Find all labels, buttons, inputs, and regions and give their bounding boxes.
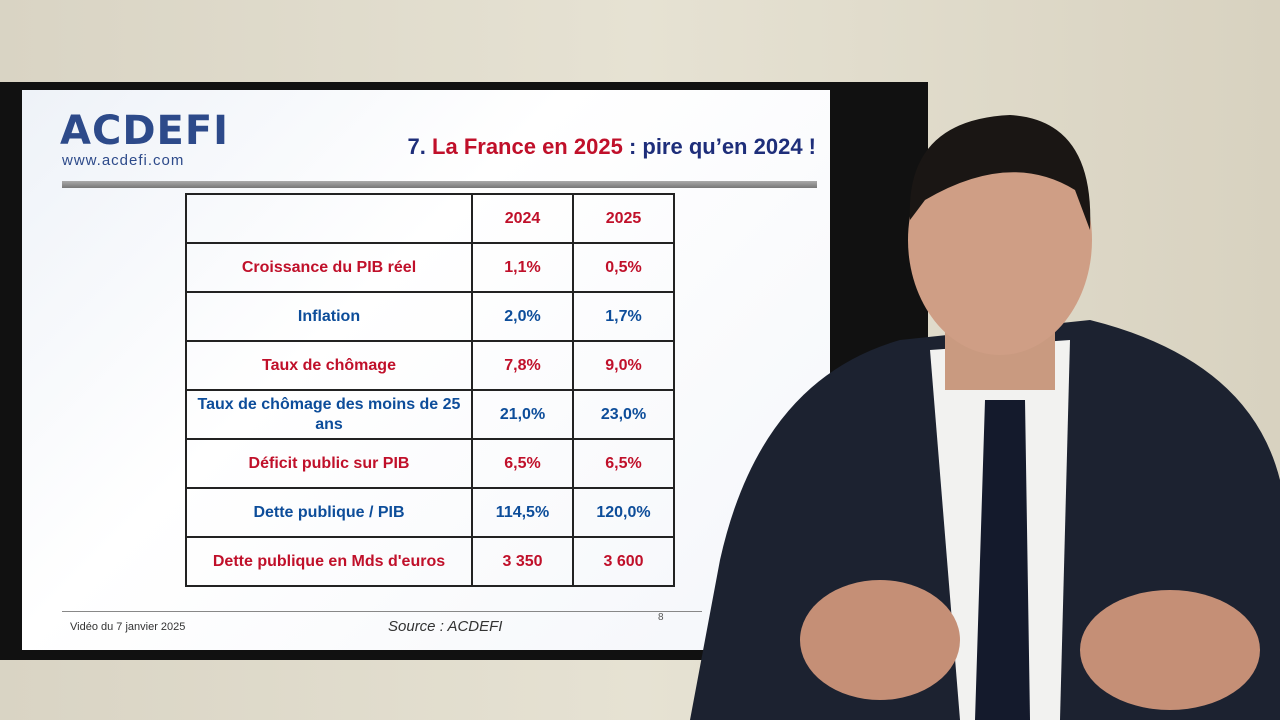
corner-cell bbox=[185, 193, 473, 244]
hand bbox=[1080, 590, 1260, 710]
footer-date: Vidéo du 7 janvier 2025 bbox=[70, 621, 186, 633]
cell-value: 23,0% bbox=[572, 389, 675, 440]
header-row: 2024 2025 bbox=[185, 193, 675, 244]
hair bbox=[909, 115, 1091, 230]
row-label: Inflation bbox=[185, 291, 473, 342]
title-number: 7. bbox=[407, 134, 426, 159]
page-number: 8 bbox=[658, 612, 664, 623]
cell-value: 6,5% bbox=[471, 438, 574, 489]
cell-value: 3 350 bbox=[471, 536, 574, 587]
cell-value: 1,1% bbox=[471, 242, 574, 293]
row-label: Taux de chômage bbox=[185, 340, 473, 391]
column-header: 2025 bbox=[572, 193, 675, 244]
row-label: Croissance du PIB réel bbox=[185, 242, 473, 293]
cell-value: 114,5% bbox=[471, 487, 574, 538]
hand bbox=[800, 580, 960, 700]
table-row: Dette publique / PIB 114,5% 120,0% bbox=[185, 487, 675, 538]
cell-value: 7,8% bbox=[471, 340, 574, 391]
column-header: 2024 bbox=[471, 193, 574, 244]
tie bbox=[975, 400, 1030, 720]
row-label: Déficit public sur PIB bbox=[185, 438, 473, 489]
table-row: Croissance du PIB réel 1,1% 0,5% bbox=[185, 242, 675, 293]
footer-rule bbox=[62, 611, 702, 612]
cell-value: 0,5% bbox=[572, 242, 675, 293]
table-row: Taux de chômage 7,8% 9,0% bbox=[185, 340, 675, 391]
table-row: Taux de chômage des moins de 25 ans 21,0%… bbox=[185, 389, 675, 440]
cell-value: 9,0% bbox=[572, 340, 675, 391]
table-row: Déficit public sur PIB 6,5% 6,5% bbox=[185, 438, 675, 489]
logo-url: www.acdefi.com bbox=[62, 152, 185, 169]
logo: ACDEFI bbox=[60, 108, 230, 154]
row-label: Dette publique en Mds d'euros bbox=[185, 536, 473, 587]
cell-value: 3 600 bbox=[572, 536, 675, 587]
title-rule bbox=[62, 181, 817, 188]
slide: ACDEFI www.acdefi.com 7. La France en 20… bbox=[22, 90, 830, 650]
cell-value: 2,0% bbox=[471, 291, 574, 342]
footer-source: Source : ACDEFI bbox=[388, 618, 503, 635]
table-row: Dette publique en Mds d'euros 3 350 3 600 bbox=[185, 536, 675, 587]
table-row: Inflation 2,0% 1,7% bbox=[185, 291, 675, 342]
slide-title: 7. La France en 2025 : pire qu’en 2024 ! bbox=[408, 134, 816, 160]
row-label: Dette publique / PIB bbox=[185, 487, 473, 538]
data-table: 2024 2025 Croissance du PIB réel 1,1% 0,5% In… bbox=[185, 193, 675, 587]
row-label: Taux de chômage des moins de 25 ans bbox=[185, 389, 473, 440]
title-rest: : pire qu’en 2024 ! bbox=[628, 134, 816, 159]
cell-value: 6,5% bbox=[572, 438, 675, 489]
cell-value: 21,0% bbox=[471, 389, 574, 440]
cell-value: 1,7% bbox=[572, 291, 675, 342]
title-highlight: La France en 2025 bbox=[432, 134, 623, 159]
cell-value: 120,0% bbox=[572, 487, 675, 538]
